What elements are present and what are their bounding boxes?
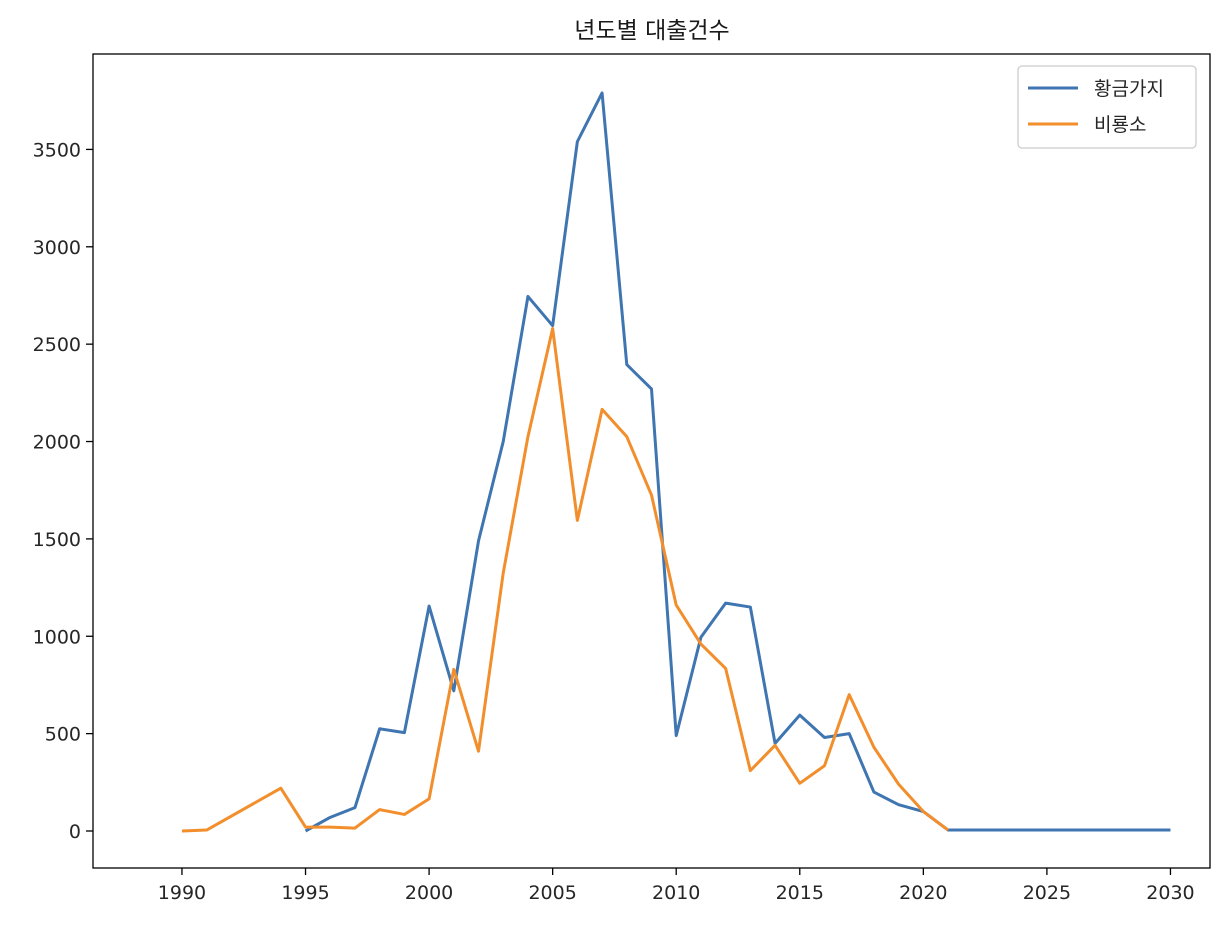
y-tick-label: 0 <box>69 821 81 843</box>
y-tick-label: 1000 <box>33 626 81 648</box>
y-tick-label: 2000 <box>33 432 81 454</box>
x-tick-label: 2015 <box>776 882 824 904</box>
chart-title: 년도별 대출건수 <box>574 18 729 44</box>
x-tick-label: 2025 <box>1023 882 1071 904</box>
x-tick-label: 2000 <box>405 882 453 904</box>
legend-label-1: 황금가지 <box>1094 78 1164 100</box>
series-line-1 <box>304 91 1171 833</box>
y-tick-label: 500 <box>45 724 81 746</box>
x-tick-label: 1995 <box>281 882 329 904</box>
x-tick-label: 2030 <box>1146 882 1194 904</box>
x-tick-label: 2010 <box>652 882 700 904</box>
legend-label-2: 비룡소 <box>1094 114 1146 136</box>
y-tick-label: 3500 <box>33 139 81 161</box>
series-line-2 <box>181 327 949 833</box>
x-tick-label: 2005 <box>528 882 576 904</box>
y-tick-label: 2500 <box>33 334 81 356</box>
y-tick-label: 1500 <box>33 529 81 551</box>
plot-area: 1990 1995 2000 2005 2010 2015 2020 2025 2030 0 500… <box>33 53 1211 904</box>
axes-frame <box>92 53 1211 869</box>
x-tick-label: 1990 <box>158 882 206 904</box>
x-tick-label: 2020 <box>899 882 947 904</box>
y-tick-label: 3000 <box>33 237 81 259</box>
